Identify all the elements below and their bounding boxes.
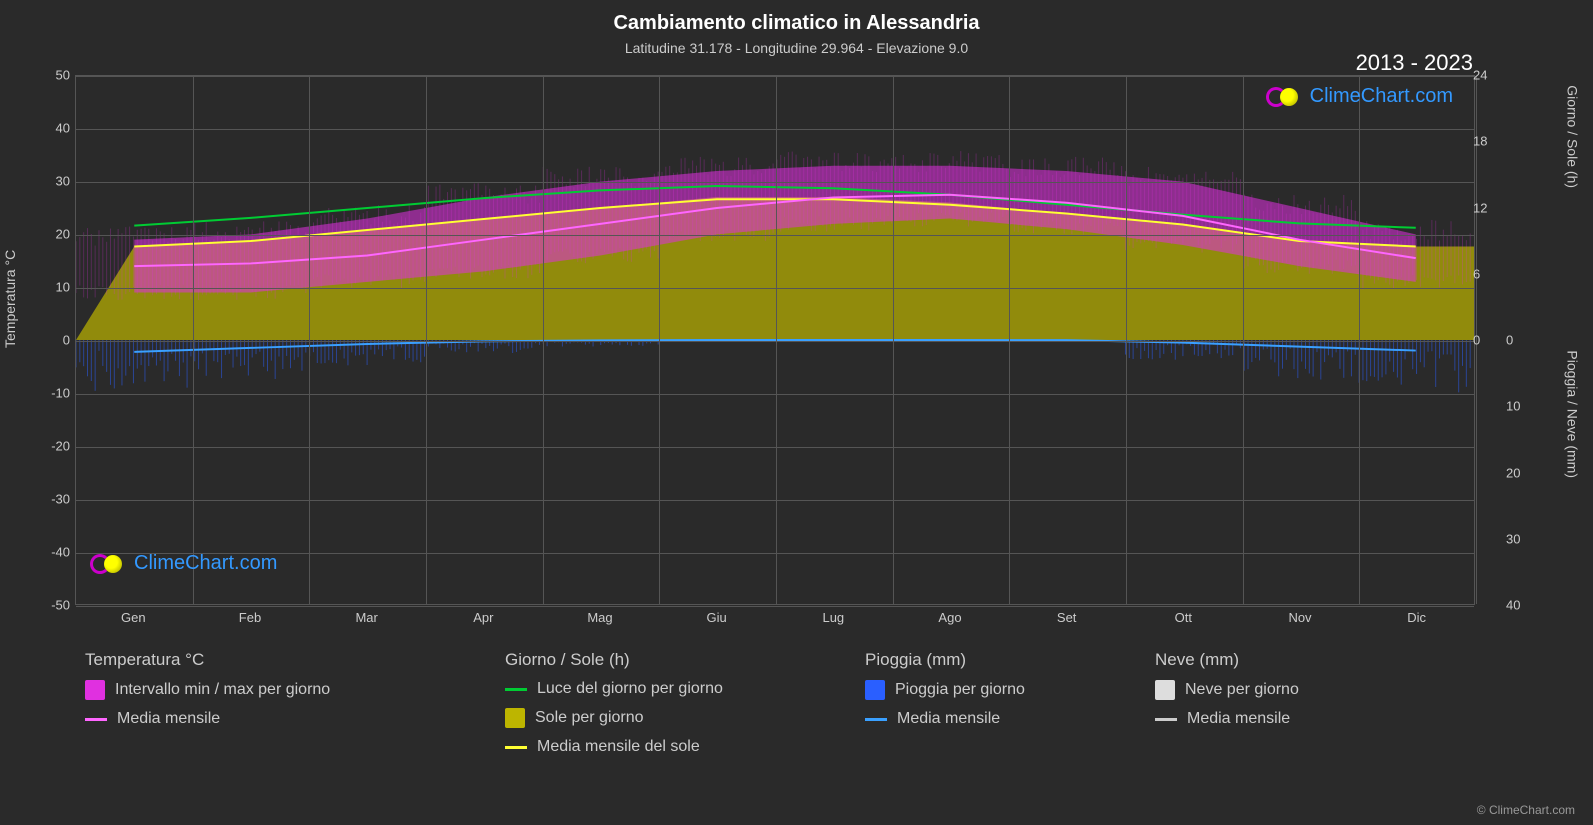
y-tick-left: -50 (35, 598, 70, 613)
legend-label: Luce del giorno per giorno (537, 680, 723, 698)
legend-swatch (85, 718, 107, 721)
x-tick-month: Feb (239, 610, 261, 625)
y-tick-left: 10 (35, 280, 70, 295)
chart-title: Cambiamento climatico in Alessandria (0, 12, 1593, 35)
legend-column: Giorno / Sole (h) Luce del giorno per gio… (505, 650, 865, 756)
x-tick-month: Ago (938, 610, 961, 625)
year-range-label: 2013 - 2023 (1356, 50, 1473, 76)
legend-label: Media mensile (117, 710, 220, 728)
watermark-text: ClimeChart.com (134, 552, 277, 575)
x-tick-month: Lug (822, 610, 844, 625)
y-tick-left: -40 (35, 545, 70, 560)
legend-item: Media mensile (865, 710, 1155, 728)
legend-label: Intervallo min / max per giorno (115, 681, 330, 699)
legend-label: Media mensile del sole (537, 738, 700, 756)
watermark-bottom: ClimeChart.com (90, 552, 277, 575)
y-tick-left: -30 (35, 492, 70, 507)
y-tick-right-hours: 12 (1473, 200, 1498, 215)
y-tick-right-mm: 30 (1506, 531, 1531, 546)
x-tick-month: Nov (1288, 610, 1311, 625)
legend-header: Neve (mm) (1155, 650, 1445, 670)
y-tick-left: 30 (35, 174, 70, 189)
y-tick-right-hours: 18 (1473, 134, 1498, 149)
legend-header: Temperatura °C (85, 650, 505, 670)
watermark-top: ClimeChart.com (1266, 85, 1453, 108)
climechart-logo-icon (1266, 86, 1304, 108)
climechart-logo-icon (90, 553, 128, 575)
legend-column: Temperatura °C Intervallo min / max per g… (85, 650, 505, 756)
y-tick-left: 50 (35, 68, 70, 83)
y-tick-left: 40 (35, 121, 70, 136)
watermark-text: ClimeChart.com (1310, 85, 1453, 108)
climate-chart: Cambiamento climatico in Alessandria Lat… (0, 0, 1593, 825)
legend-column: Pioggia (mm) Pioggia per giorno Media mens… (865, 650, 1155, 756)
y-axis-left-label: Temperatura °C (2, 250, 18, 348)
legend-item: Media mensile (85, 710, 505, 728)
chart-svg (76, 76, 1474, 604)
y-tick-right-hours: 6 (1473, 266, 1498, 281)
x-tick-month: Apr (473, 610, 493, 625)
legend-label: Media mensile (897, 710, 1000, 728)
legend-label: Pioggia per giorno (895, 681, 1025, 699)
legend-header: Giorno / Sole (h) (505, 650, 865, 670)
y-tick-right-mm: 40 (1506, 598, 1531, 613)
y-tick-right-mm: 20 (1506, 465, 1531, 480)
legend-item: Intervallo min / max per giorno (85, 680, 505, 700)
y-tick-right-mm: 0 (1506, 333, 1531, 348)
plot-area (75, 75, 1475, 605)
legend-label: Neve per giorno (1185, 681, 1299, 699)
copyright-label: © ClimeChart.com (1477, 803, 1575, 817)
legend-swatch (865, 680, 885, 700)
legend-swatch (1155, 680, 1175, 700)
x-tick-month: Dic (1407, 610, 1426, 625)
chart-subtitle: Latitudine 31.178 - Longitudine 29.964 -… (0, 40, 1593, 56)
y-tick-right-mm: 10 (1506, 399, 1531, 414)
legend-swatch (505, 688, 527, 691)
legend-swatch (1155, 718, 1177, 721)
x-tick-month: Set (1057, 610, 1077, 625)
x-tick-month: Gen (121, 610, 146, 625)
x-tick-month: Giu (707, 610, 727, 625)
legend-item: Media mensile del sole (505, 738, 865, 756)
legend-item: Luce del giorno per giorno (505, 680, 865, 698)
legend: Temperatura °C Intervallo min / max per g… (85, 650, 1445, 756)
y-axis-right-bottom-label: Pioggia / Neve (mm) (1565, 350, 1581, 478)
y-tick-left: 0 (35, 333, 70, 348)
y-tick-left: -10 (35, 386, 70, 401)
legend-swatch (505, 746, 527, 749)
legend-label: Sole per giorno (535, 709, 644, 727)
legend-item: Pioggia per giorno (865, 680, 1155, 700)
legend-header: Pioggia (mm) (865, 650, 1155, 670)
y-tick-right-hours: 24 (1473, 68, 1498, 83)
y-axis-right-top-label: Giorno / Sole (h) (1565, 85, 1581, 188)
legend-column: Neve (mm) Neve per giorno Media mensile (1155, 650, 1445, 756)
x-tick-month: Mar (355, 610, 377, 625)
x-tick-month: Mag (587, 610, 612, 625)
y-tick-right-hours: 0 (1473, 333, 1498, 348)
legend-swatch (865, 718, 887, 721)
legend-swatch (85, 680, 105, 700)
legend-label: Media mensile (1187, 710, 1290, 728)
legend-item: Sole per giorno (505, 708, 865, 728)
legend-item: Neve per giorno (1155, 680, 1445, 700)
legend-item: Media mensile (1155, 710, 1445, 728)
y-tick-left: 20 (35, 227, 70, 242)
x-tick-month: Ott (1175, 610, 1192, 625)
y-tick-left: -20 (35, 439, 70, 454)
legend-swatch (505, 708, 525, 728)
